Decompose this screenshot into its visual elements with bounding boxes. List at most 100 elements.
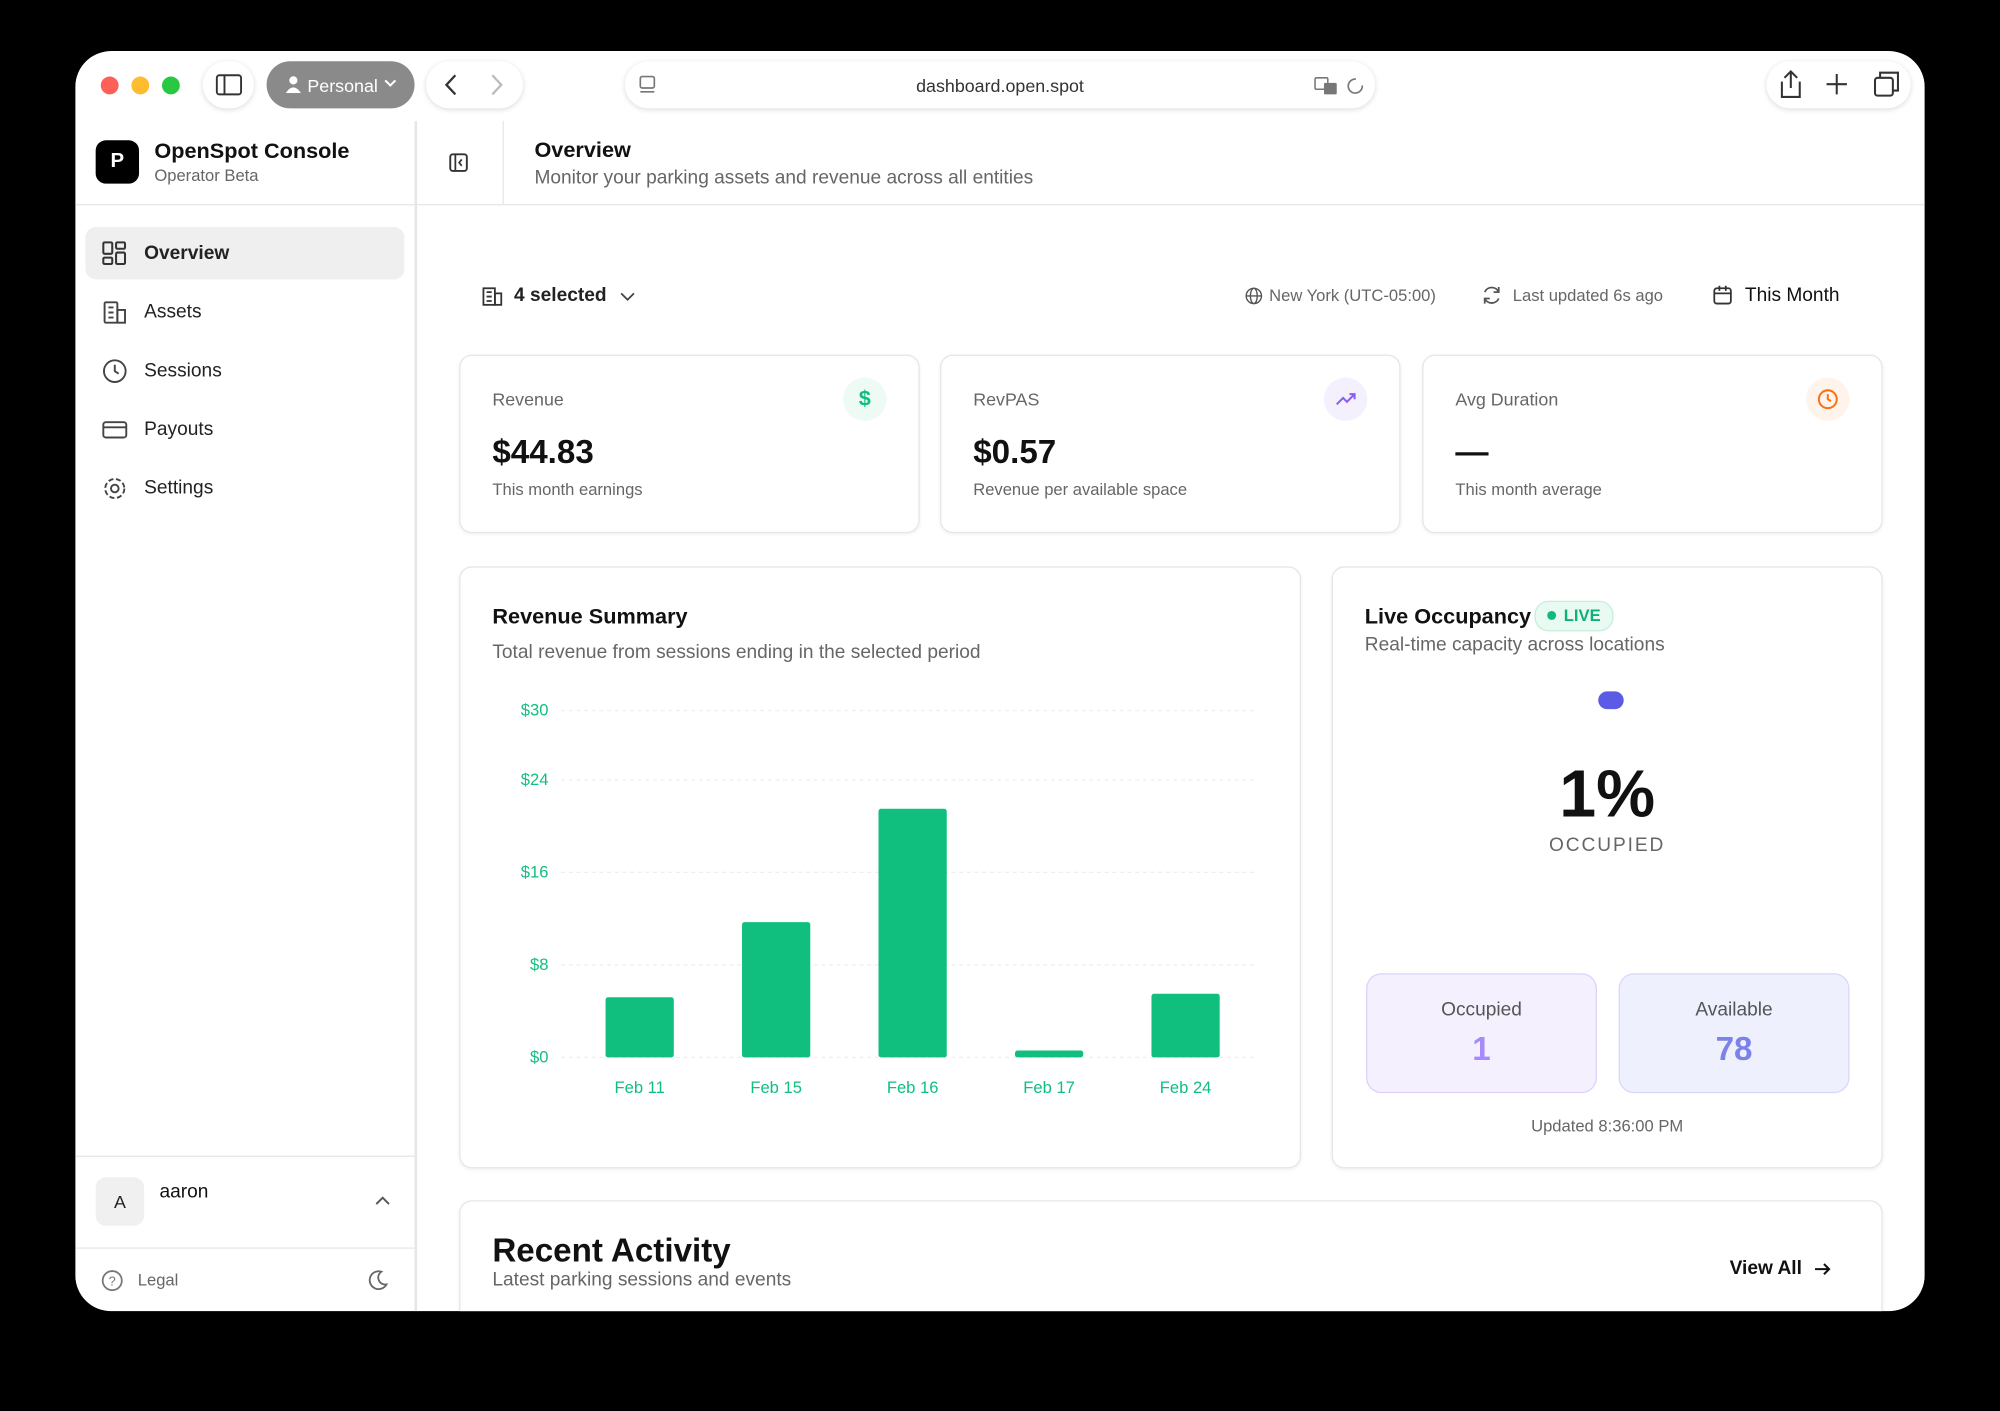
entity-selector[interactable]: 4 selected [514,284,607,307]
minimize-button[interactable] [131,76,150,95]
profile-button[interactable]: Personal [266,61,415,109]
y-tick-label: $0 [530,1047,548,1066]
theme-toggle[interactable] [366,1269,389,1292]
refresh-icon[interactable] [1481,284,1503,306]
box-label: Occupied [1441,998,1522,1021]
brand-subtitle: Operator Beta [154,165,259,185]
nav-item[interactable]: Overview [85,227,405,280]
stat-note: This month earnings [492,479,643,499]
address-bar[interactable]: dashboard.open.spot [624,61,1375,109]
card-subtitle: Total revenue from sessions ending in th… [492,641,981,664]
occupancy-gauge [1598,691,1624,710]
dollar-icon: $ [843,377,887,421]
bar-chart: $0 $8 $16 $24 $30 Feb 11 Feb 15 Feb 16 Feb 17 Feb… [521,701,1254,1097]
nav-arrows[interactable] [426,61,523,108]
header-bottom [415,204,1925,206]
card-title: Live Occupancy [1364,604,1532,629]
history-buttons [426,61,523,109]
header-divider [502,121,504,205]
nav-item[interactable]: Settings [85,462,404,514]
sidebar-header-divider [75,204,416,206]
recent-subtitle: Latest parking sessions and events [492,1269,792,1291]
occupancy-percent: 1% [1559,757,1656,832]
close-button[interactable] [100,76,119,95]
stat-value: $0.57 [973,432,1057,471]
nav-icon [103,301,126,324]
action-icons[interactable] [1767,61,1911,108]
card-title: Revenue Summary [492,604,688,629]
window-actions [1766,61,1911,109]
occupancy-label: OCCUPIED [1548,834,1666,856]
recent-title: Recent Activity [492,1230,731,1270]
brand-logo: P [95,140,140,184]
x-tick-label: Feb 15 [750,1078,802,1097]
svg-text:?: ? [109,1274,116,1289]
user-name[interactable]: aaron [159,1181,209,1203]
live-badge: LIVE [1534,600,1614,632]
user-divider [75,1155,416,1157]
card-subtitle: Real-time capacity across locations [1364,633,1665,656]
nav-label: Overview [144,242,230,265]
footer-divider [75,1247,416,1249]
arrow-icon[interactable] [1812,1259,1832,1279]
nav-label: Assets [144,301,202,323]
bar [1151,993,1220,1058]
page-title: Overview [534,137,631,162]
y-tick-label: $16 [521,862,549,881]
nav-item[interactable]: Assets [85,286,404,338]
view-all-link[interactable]: View All [1729,1257,1802,1280]
brand-name: OpenSpot Console [154,139,350,164]
globe-icon [1245,287,1263,305]
stat-label: Avg Duration [1455,389,1559,410]
nav-label: Sessions [144,359,222,382]
sidebar-icon [215,74,243,96]
legal-link[interactable]: Legal [137,1270,179,1290]
period-selector[interactable]: This Month [1744,284,1840,307]
zoom-button[interactable] [161,76,180,95]
stat-card: RevPAS $0.57 Revenue per available space [940,354,1401,534]
user-avatar: A [95,1177,145,1226]
y-tick-label: $24 [521,770,549,789]
x-tick-label: Feb 17 [1023,1078,1075,1097]
building-icon [482,287,503,306]
y-tick-label: $8 [530,955,548,974]
clock-icon [1806,377,1850,421]
box-label: Available [1695,998,1773,1021]
timezone: New York (UTC-05:00) [1269,285,1436,305]
x-tick-label: Feb 11 [614,1078,664,1097]
sidebar-toggle[interactable] [202,61,254,109]
x-tick-label: Feb 16 [887,1078,939,1097]
profile-icon [285,76,302,94]
bar [605,997,674,1058]
live-dot [1547,610,1557,620]
stat-value: — [1455,432,1489,471]
x-tick-label: Feb 24 [1160,1078,1212,1097]
stat-card: Avg Duration — This month average [1422,354,1883,534]
selector-chevron[interactable] [620,291,635,302]
nav-icon [102,421,128,439]
user-chevron[interactable] [374,1195,392,1208]
url: dashboard.open.spot [916,75,1084,96]
reload-icons[interactable] [1314,75,1365,95]
nav-item[interactable]: Payouts [85,403,404,455]
occupancy-updated: Updated 8:36:00 PM [1531,1116,1684,1136]
y-tick-label: $30 [521,701,549,720]
bar [1014,1050,1084,1058]
stat-note: Revenue per available space [973,479,1188,499]
page-subtitle: Monitor your parking assets and revenue … [534,167,1034,189]
bar [878,808,947,1058]
collapse-icon[interactable] [448,152,471,175]
sidebar-divider [414,121,417,1312]
profile-name: Personal [307,75,378,96]
backdrop [0,1311,2000,1411]
nav-item[interactable]: Sessions [85,344,404,396]
box-value: 1 [1472,1029,1491,1068]
nav-icon [102,241,127,266]
occupied-box: Occupied 1 [1366,973,1597,1094]
help-icon: ? [101,1270,123,1292]
nav-icon [102,359,127,383]
nav-label: Payouts [144,418,214,441]
box-value: 78 [1715,1029,1753,1068]
